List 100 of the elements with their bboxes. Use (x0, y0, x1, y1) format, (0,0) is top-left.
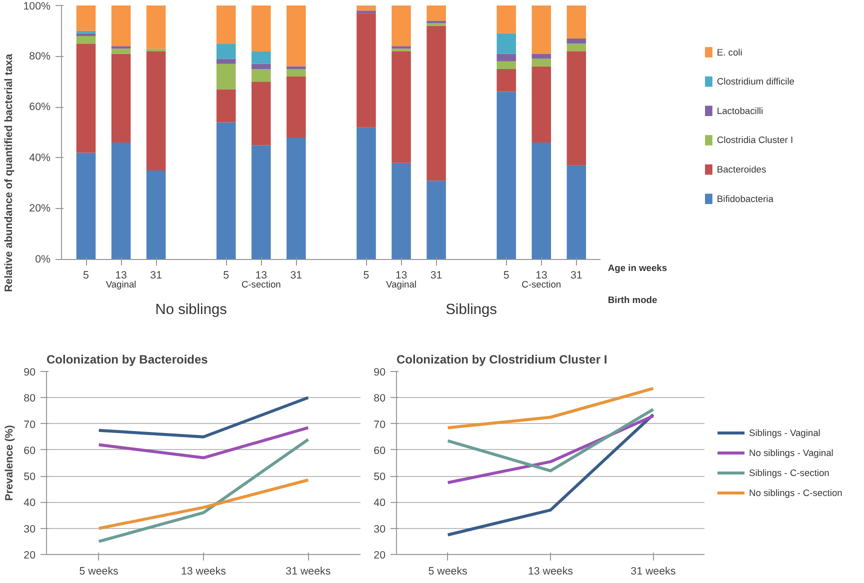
bar (286, 6, 306, 66)
bar (566, 165, 586, 260)
bar (76, 30, 96, 34)
bar (426, 6, 446, 21)
bar (496, 61, 516, 69)
bar (532, 66, 552, 143)
bar (392, 6, 411, 46)
bar (356, 127, 376, 260)
x-tick-label: 5 (83, 269, 90, 282)
bar (496, 92, 516, 260)
x-tick-label: 5 (503, 269, 510, 282)
y-tick-label: 40 (374, 497, 386, 510)
y-tick-label: 40 (24, 497, 36, 510)
bar (252, 6, 271, 52)
bar (146, 48, 166, 52)
x-tick-label: 13 (395, 269, 408, 282)
bar (426, 180, 446, 260)
legend-label: Bacteroides (716, 164, 766, 175)
bar (286, 68, 306, 77)
x-tick-label: 13 weeks (180, 566, 226, 578)
bar (76, 44, 96, 153)
bar (252, 68, 271, 82)
bar (426, 26, 446, 181)
bar (496, 6, 516, 34)
bar (426, 20, 446, 24)
bar (566, 6, 586, 38)
x-tick-label: 13 (535, 269, 548, 282)
x-tick-label: 31 (290, 269, 302, 282)
y-tick-label: 60% (29, 101, 52, 114)
bar (252, 64, 271, 69)
bar (356, 6, 376, 11)
y-tick-label: 70 (374, 418, 386, 431)
bar (426, 23, 446, 26)
x-tick-label: 13 (255, 269, 268, 282)
y-tick-label: 30 (374, 523, 386, 536)
bar (111, 142, 131, 260)
y-axis-title: Relative abundance of quantified bacterial taxa (3, 54, 16, 292)
y-tick-label: 60 (24, 444, 36, 457)
bar (392, 46, 411, 49)
bar (496, 68, 516, 92)
y-tick-label: 90 (374, 366, 386, 378)
text: Vaginal (106, 280, 136, 290)
bar (392, 51, 411, 163)
x-tick-label: 31 (570, 269, 582, 282)
bar (286, 137, 306, 260)
text: Vaginal (386, 280, 416, 290)
bar (286, 76, 306, 138)
x-tick-label: 13 (115, 269, 128, 282)
bar (76, 33, 96, 36)
bar (566, 38, 586, 44)
y-tick-label: 0% (35, 253, 52, 266)
bar (532, 6, 552, 54)
y-axis-title: Prevalence (%) (4, 424, 16, 501)
bar (252, 82, 271, 146)
bar (76, 6, 96, 31)
text: C-section (241, 280, 281, 290)
bar (566, 51, 586, 166)
y-tick-label: 80 (374, 392, 386, 405)
bar (216, 58, 236, 64)
chart-title: Colonization by Clostridium Cluster I (396, 352, 608, 366)
bar (216, 122, 236, 260)
text: No siblings (155, 302, 227, 318)
bar (111, 54, 131, 143)
y-tick-label: 90 (24, 366, 36, 378)
bar (392, 48, 411, 52)
y-tick-label: 20 (24, 550, 36, 562)
legend-label: E. coli (716, 47, 742, 58)
legend-label: Clostridium difficile (716, 76, 794, 87)
bar (146, 170, 166, 260)
y-tick-label: 80 (24, 392, 36, 405)
legend-label: Clostridia Cluster I (716, 135, 794, 146)
bar (111, 46, 131, 49)
bar (496, 54, 516, 62)
text: Birth mode (608, 294, 658, 305)
x-tick-label: 31 (430, 269, 442, 282)
bar (216, 6, 236, 44)
x-tick-label: 5 (223, 269, 230, 282)
y-tick-label: 100% (23, 0, 52, 12)
x-tick-label: 5 weeks (428, 566, 468, 578)
x-tick-label: 31 weeks (630, 566, 676, 578)
y-tick-label: 30 (24, 523, 36, 536)
bar (111, 6, 131, 46)
text: Siblings (446, 302, 497, 318)
legend-label: No siblings - Vaginal (749, 448, 834, 458)
y-tick-label: 40% (29, 152, 52, 164)
x-tick-label: 31 (150, 269, 162, 282)
bar (252, 145, 271, 260)
legend-label: Bifidobacteria (716, 194, 774, 204)
bar (146, 51, 166, 170)
bar (356, 10, 376, 14)
x-tick-label: 5 weeks (79, 566, 118, 578)
bar (111, 48, 131, 54)
bar (392, 162, 411, 260)
bar (76, 36, 96, 44)
y-tick-label: 80% (29, 50, 52, 62)
legend-label: Siblings - C-section (749, 468, 830, 478)
bar (496, 33, 516, 54)
x-tick-label: 5 (363, 269, 370, 282)
y-tick-label: 50 (24, 471, 36, 484)
bar (216, 89, 236, 122)
